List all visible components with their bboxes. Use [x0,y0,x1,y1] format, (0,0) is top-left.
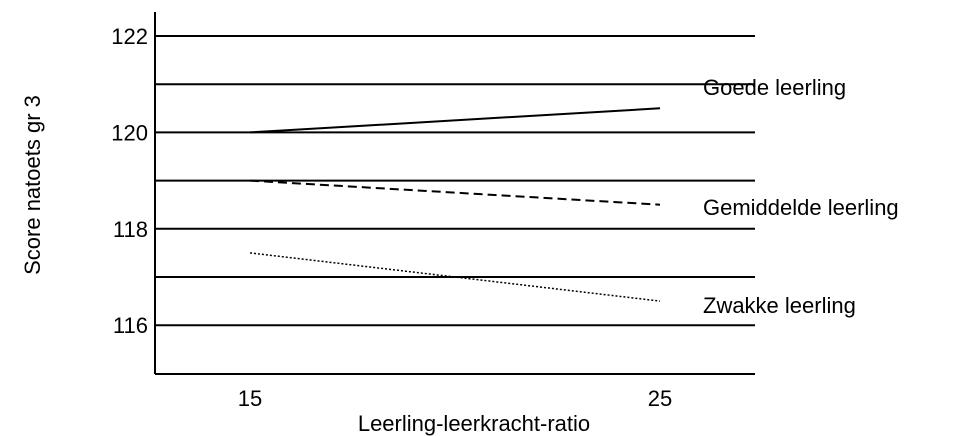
series-label: Gemiddelde leerling [703,195,899,220]
x-axis-title: Leerling-leerkracht-ratio [358,411,590,436]
y-tick-label: 118 [113,217,148,242]
gridlines [155,35,755,327]
series-label: Zwakke leerling [703,293,856,318]
series-labels: Goede leerling Gemiddelde leerling Zwakke … [703,75,899,318]
series-line [249,252,661,302]
x-tick-label: 15 [238,386,262,411]
series-label: Goede leerling [703,75,846,100]
y-tick-label: 116 [113,313,148,338]
y-tick-label: 120 [111,120,148,145]
series-lines [249,107,661,302]
x-tick-labels: 15 25 [238,386,672,411]
series-line [249,107,661,134]
axes [154,12,755,375]
y-axis-title: Score natoets gr 3 [20,95,45,275]
y-tick-label: 122 [111,24,148,49]
series-line [249,179,661,206]
x-tick-label: 25 [648,386,672,411]
y-tick-labels: 116 118 120 122 [111,24,148,338]
